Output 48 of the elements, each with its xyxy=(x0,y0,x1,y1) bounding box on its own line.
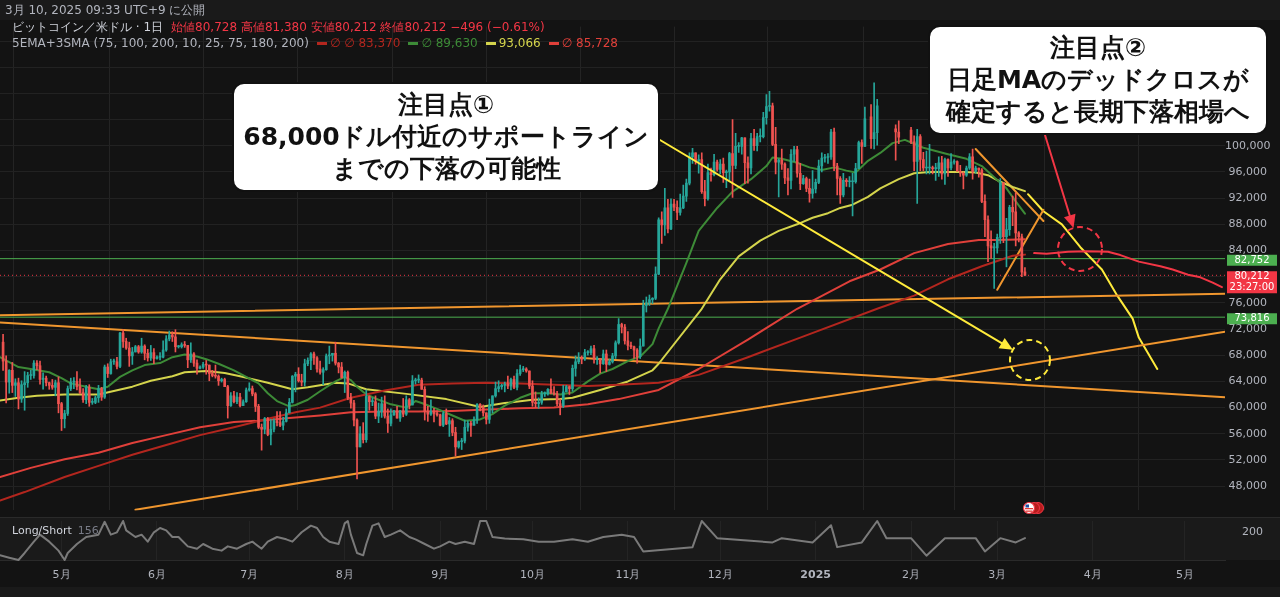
chart-title: ビットコイン／米ドル · 1日 xyxy=(12,20,164,34)
x-tick-label: 5月 xyxy=(1175,568,1194,582)
x-tick-label: 3月 xyxy=(988,568,1007,582)
y-tick-label: 52,000 xyxy=(1228,452,1267,466)
x-tick-label: 10月 xyxy=(519,568,545,582)
x-tick-label: 2月 xyxy=(902,568,921,582)
candlestick xyxy=(931,165,934,175)
chart-subtitle: 始値80,728 高値81,380 安値80,212 終値80,212 −496 (−0.61%) xyxy=(171,20,545,34)
candlestick xyxy=(177,345,180,349)
y-tick-label: 88,000 xyxy=(1228,217,1267,231)
x-tick-label: 6月 xyxy=(147,568,166,582)
legend-label: ∅ 85,728 xyxy=(561,36,618,50)
y-tick-label: 48,000 xyxy=(1228,479,1267,493)
x-tick-label: 8月 xyxy=(335,568,354,582)
y-tick-label: 76,000 xyxy=(1228,295,1267,309)
y-tick-label: 60,000 xyxy=(1228,400,1267,414)
y-tick-label: 72,000 xyxy=(1228,321,1267,335)
x-tick-label: 7月 xyxy=(240,568,259,582)
candlestick xyxy=(91,398,94,405)
x-tick-label: 2025 xyxy=(800,568,831,582)
y-tick-label: 100,000 xyxy=(1224,138,1271,152)
ref-line-label: 73,816 xyxy=(1234,312,1270,324)
text: 200 xyxy=(1241,524,1264,539)
y-tick-label: 56,000 xyxy=(1228,426,1267,440)
legend-label: ∅ ∅ 83,370 xyxy=(329,36,401,50)
chart-title: Long/Short xyxy=(12,524,72,537)
ref-line-label: 80,212 23:27:00 xyxy=(1229,270,1275,293)
annotation: 156 xyxy=(77,523,99,538)
annotation: 注目点② xyxy=(1049,32,1147,64)
callout-box: 注目点② 日足MAのデッドクロスが確定すると長期下落相場へ xyxy=(928,25,1268,135)
y-tick-label: 68,000 xyxy=(1228,348,1267,362)
y-tick-label: 92,000 xyxy=(1228,190,1267,204)
x-tick-label: 5月 xyxy=(52,568,71,582)
annotation: 注目点① xyxy=(397,89,495,121)
x-tick-label: 9月 xyxy=(431,568,450,582)
annotation: 68,000ドル付近のサポートラインまでの下落の可能性 xyxy=(242,121,650,185)
legend-label: ∅ 89,630 xyxy=(421,36,478,50)
legend-label: 93,066 xyxy=(498,36,541,50)
x-tick-label: 4月 xyxy=(1083,568,1102,582)
y-tick-label: 64,000 xyxy=(1228,374,1267,388)
candlestick xyxy=(371,397,374,406)
x-tick-label: 11月 xyxy=(615,568,641,582)
callout-box: 注目点① 68,000ドル付近のサポートラインまでの下落の可能性 xyxy=(232,82,660,192)
legend-title: 5EMA+3SMA (75, 100, 200, 10, 25, 75, 180, 200) xyxy=(12,36,309,50)
y-tick-label: 96,000 xyxy=(1228,164,1267,178)
text: 3月 10, 2025 09:33 UTC+9 に公開 xyxy=(5,3,206,18)
x-tick-label: 12月 xyxy=(707,568,733,582)
annotation: 日足MAのデッドクロスが確定すると長期下落相場へ xyxy=(944,64,1251,128)
